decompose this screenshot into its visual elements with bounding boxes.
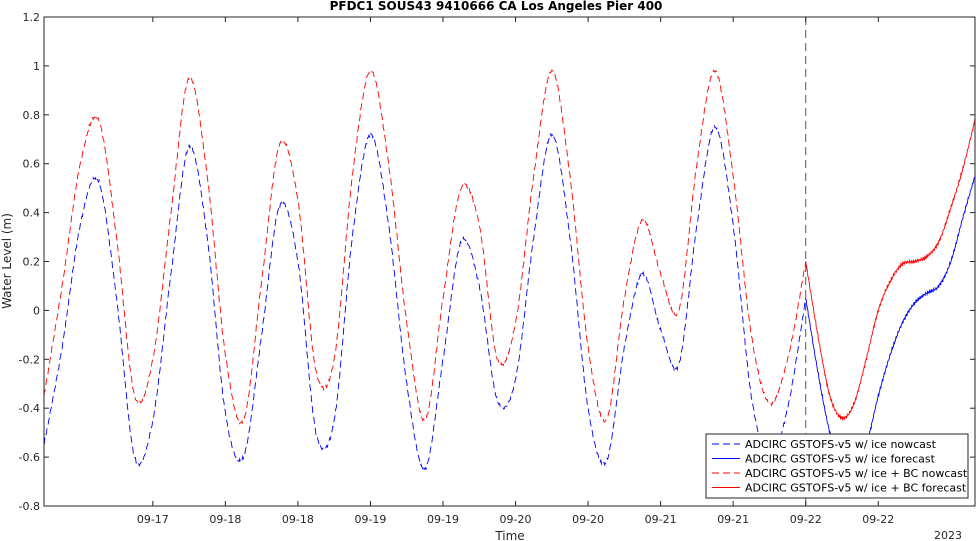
legend-entry: ADCIRC GSTOFS-v5 w/ ice nowcast xyxy=(745,438,937,451)
x-tick-label: 09-18 xyxy=(209,513,241,526)
x-tick-label: 09-21 xyxy=(717,513,749,526)
y-tick-label: -0.8 xyxy=(19,500,40,513)
x-tick-label: 09-20 xyxy=(572,513,604,526)
series-line-0 xyxy=(43,125,807,472)
y-tick-label: 0.6 xyxy=(23,158,41,171)
x-tick-label: 09-19 xyxy=(354,513,386,526)
chart-title: PFDC1 SOUS43 9410666 CA Los Angeles Pier… xyxy=(330,0,663,13)
legend-entry: ADCIRC GSTOFS-v5 w/ ice + BC nowcast xyxy=(745,467,968,480)
y-tick-label: -0.2 xyxy=(19,353,40,366)
x-tick-label: 09-22 xyxy=(862,513,894,526)
series-line-3 xyxy=(805,119,976,421)
x-tick-label: 09-17 xyxy=(137,513,169,526)
x-tick-label: 09-22 xyxy=(790,513,822,526)
y-axis-label: Water Level (m) xyxy=(0,213,14,309)
legend: ADCIRC GSTOFS-v5 w/ ice nowcast ADCIRC GS… xyxy=(705,433,969,499)
x-axis-ticks: 09-17 09-18 09-18 09-19 09-19 09-20 09-20 09-21… xyxy=(137,17,894,526)
series-line-2 xyxy=(43,69,807,425)
y-axis-ticks: -0.8 -0.6 -0.4 -0.2 0 0.2 0.4 0.6 0.8 1 1.2 xyxy=(19,11,975,513)
x-axis-label: Time xyxy=(494,529,524,541)
y-tick-label: -0.6 xyxy=(19,451,40,464)
y-tick-label: 0.4 xyxy=(23,207,41,220)
x-tick-label: 09-20 xyxy=(500,513,532,526)
y-tick-label: 0.2 xyxy=(23,256,41,269)
legend-box xyxy=(705,433,969,499)
y-tick-label: -0.4 xyxy=(19,402,40,415)
legend-entry: ADCIRC GSTOFS-v5 w/ ice forecast xyxy=(745,453,936,466)
x-tick-label: 09-21 xyxy=(645,513,677,526)
plot-area: -0.8-0.6-0.4-0.200.20.40.60.811.2 09-17 0… xyxy=(19,11,976,526)
year-label: 2023 xyxy=(934,529,962,541)
y-tick-label: 1.2 xyxy=(23,11,41,24)
x-tick-label: 09-18 xyxy=(282,513,314,526)
legend-entry: ADCIRC GSTOFS-v5 w/ ice + BC forecast xyxy=(745,482,967,495)
y-tick-label: 0.8 xyxy=(23,109,41,122)
x-tick-label: 09-19 xyxy=(427,513,459,526)
y-tick-label: 0 xyxy=(33,304,40,317)
y-tick-label: 1 xyxy=(33,60,40,73)
